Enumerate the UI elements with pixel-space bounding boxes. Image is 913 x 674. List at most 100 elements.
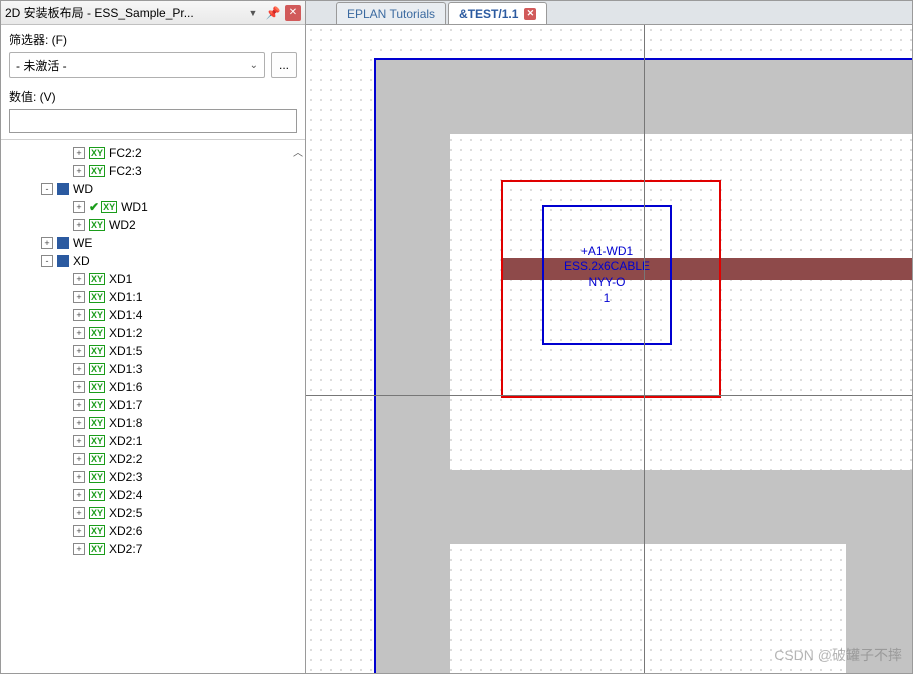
panel-title: 2D 安装板布局 - ESS_Sample_Pr... xyxy=(5,4,241,21)
tree-node[interactable]: +XYXD2:6 xyxy=(1,522,305,540)
tree-node[interactable]: +XYXD2:3 xyxy=(1,468,305,486)
tree-node[interactable]: +XYXD1:4 xyxy=(1,306,305,324)
panel-pin-icon[interactable]: 📌 xyxy=(265,5,281,21)
xy-badge-icon: XY xyxy=(89,507,105,519)
tree-node-label: WD1 xyxy=(121,200,148,214)
tree-expander-icon[interactable]: + xyxy=(73,381,85,393)
tree-node[interactable]: +WE xyxy=(1,234,305,252)
tree-expander-icon[interactable]: + xyxy=(73,399,85,411)
xy-badge-icon: XY xyxy=(89,219,105,231)
xy-badge-icon: XY xyxy=(89,309,105,321)
panel-dropdown-icon[interactable]: ▼ xyxy=(245,5,261,21)
tree-expander-icon[interactable]: + xyxy=(73,345,85,357)
tree-node-label: XD1 xyxy=(109,272,132,286)
tree-node-label: XD2:3 xyxy=(109,470,142,484)
tree-node-label: FC2:2 xyxy=(109,146,142,160)
xy-badge-icon: XY xyxy=(89,381,105,393)
tab[interactable]: &TEST/1.1 ✕ xyxy=(448,2,547,24)
tree-expander-icon[interactable]: + xyxy=(73,291,85,303)
tree-expander-icon[interactable]: + xyxy=(73,363,85,375)
tree-node[interactable]: +XYWD2 xyxy=(1,216,305,234)
tree-node-label: XD2:5 xyxy=(109,506,142,520)
component-text: 1 xyxy=(604,291,611,307)
tree-node-label: XD2:7 xyxy=(109,542,142,556)
tree-node[interactable]: + XY XD2:5 xyxy=(1,504,305,522)
xy-badge-icon: XY xyxy=(89,435,105,447)
tree-expander-icon[interactable]: + xyxy=(41,237,53,249)
xy-badge-icon: XY xyxy=(101,201,117,213)
tree-node[interactable]: +XYXD1:5 xyxy=(1,342,305,360)
value-section: 数值: (V) xyxy=(1,82,305,139)
tree-expander-icon[interactable]: + xyxy=(73,327,85,339)
filter-value: - 未激活 - xyxy=(16,57,67,74)
scroll-up-icon[interactable]: ︿ xyxy=(293,144,303,159)
tree-node-label: XD2:6 xyxy=(109,524,142,538)
crosshair-v xyxy=(644,25,645,673)
tab-close-icon[interactable]: ✕ xyxy=(524,8,536,20)
tree-expander-icon[interactable]: + xyxy=(73,147,85,159)
tree-node[interactable]: +XYXD1:8 xyxy=(1,414,305,432)
tree-expander-icon[interactable]: - xyxy=(41,183,53,195)
tree-node[interactable]: -XD xyxy=(1,252,305,270)
tree-node-label: XD1:3 xyxy=(109,362,142,376)
tree-node[interactable]: + XY XD1 xyxy=(1,270,305,288)
xy-badge-icon: XY xyxy=(89,147,105,159)
left-panel: 2D 安装板布局 - ESS_Sample_Pr... ▼ 📌 ✕ 筛选器: (… xyxy=(1,1,306,673)
tree-expander-icon[interactable]: + xyxy=(73,525,85,537)
xy-badge-icon: XY xyxy=(89,417,105,429)
tree-expander-icon[interactable]: + xyxy=(73,507,85,519)
tab[interactable]: EPLAN Tutorials xyxy=(336,2,446,24)
tree-node-label: XD1:6 xyxy=(109,380,142,394)
tree-node[interactable]: +XYFC2:3 xyxy=(1,162,305,180)
tree-node-label: XD2:1 xyxy=(109,434,142,448)
tab-label: &TEST/1.1 xyxy=(459,7,518,21)
tree-expander-icon[interactable]: + xyxy=(73,219,85,231)
filter-section: 筛选器: (F) - 未激活 - ⌄ ... xyxy=(1,25,305,82)
filter-select[interactable]: - 未激活 - ⌄ xyxy=(9,52,265,78)
tree-node[interactable]: +XYXD1:7 xyxy=(1,396,305,414)
check-icon: ✔ xyxy=(89,200,99,214)
folder-icon xyxy=(57,183,69,195)
tree-node-label: XD1:2 xyxy=(109,326,142,340)
xy-badge-icon: XY xyxy=(89,327,105,339)
tree-node-label: XD1:7 xyxy=(109,398,142,412)
drawing-canvas[interactable]: +A1-WD1ESS.2x6CABLENYY-O1CSDN @破罐子不摔 xyxy=(306,25,912,673)
tree-expander-icon[interactable]: + xyxy=(73,309,85,321)
tree-node[interactable]: + XY XD1:6 xyxy=(1,378,305,396)
tree-expander-icon[interactable]: + xyxy=(73,417,85,429)
tree-node-label: XD2:2 xyxy=(109,452,142,466)
tree-node-label: FC2:3 xyxy=(109,164,142,178)
tree-node-label: XD1:1 xyxy=(109,290,142,304)
tree-node[interactable]: + XY XD2:1 xyxy=(1,432,305,450)
tree-expander-icon[interactable]: + xyxy=(73,543,85,555)
tree-node[interactable]: + XY XD1:2 xyxy=(1,324,305,342)
component-text: NYY-O xyxy=(589,275,626,291)
tree-node[interactable]: + XY FC2:2 xyxy=(1,144,305,162)
tree-expander-icon[interactable]: + xyxy=(73,201,85,213)
tab-label: EPLAN Tutorials xyxy=(347,7,435,21)
tree-expander-icon[interactable]: + xyxy=(73,165,85,177)
tree-node[interactable]: +XYXD1:1 xyxy=(1,288,305,306)
panel-header: 2D 安装板布局 - ESS_Sample_Pr... ▼ 📌 ✕ xyxy=(1,1,305,25)
tree-node-label: XD1:5 xyxy=(109,344,142,358)
filter-more-button[interactable]: ... xyxy=(271,52,297,78)
tree-expander-icon[interactable]: + xyxy=(73,453,85,465)
tree-node[interactable]: +XYXD2:4 xyxy=(1,486,305,504)
value-input[interactable] xyxy=(9,109,297,133)
tree-node[interactable]: +XYXD1:3 xyxy=(1,360,305,378)
tabs-bar: EPLAN Tutorials&TEST/1.1 ✕ xyxy=(306,1,912,25)
panel-close-icon[interactable]: ✕ xyxy=(285,5,301,21)
tree-expander-icon[interactable]: + xyxy=(73,273,85,285)
tree-expander-icon[interactable]: - xyxy=(41,255,53,267)
tree-expander-icon[interactable]: + xyxy=(73,471,85,483)
value-label: 数值: (V) xyxy=(9,88,297,105)
xy-badge-icon: XY xyxy=(89,273,105,285)
tree-node[interactable]: -WD xyxy=(1,180,305,198)
folder-icon xyxy=(57,237,69,249)
tree-view[interactable]: ︿ +XYFC2:2+XYFC2:3-WD+✔XYWD1+XYWD2+WE-XD… xyxy=(1,139,305,673)
tree-node[interactable]: +XYXD2:2 xyxy=(1,450,305,468)
tree-expander-icon[interactable]: + xyxy=(73,435,85,447)
tree-expander-icon[interactable]: + xyxy=(73,489,85,501)
tree-node[interactable]: + ✔XY WD1 xyxy=(1,198,305,216)
tree-node[interactable]: +XYXD2:7 xyxy=(1,540,305,558)
